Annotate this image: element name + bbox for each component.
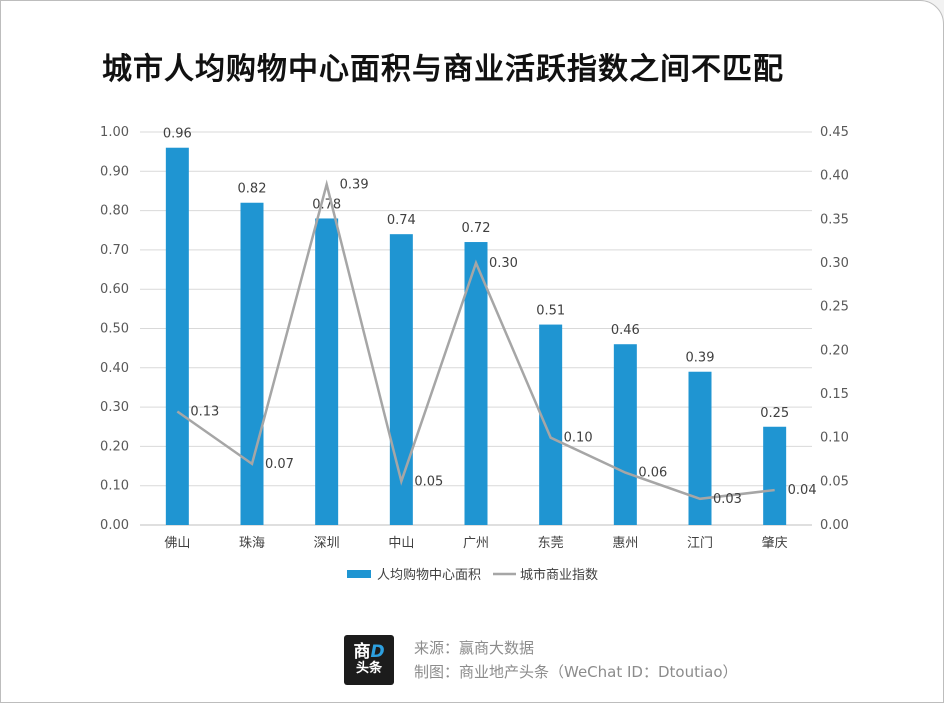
left-tick-label: 0.80 <box>100 204 129 219</box>
chart-title: 城市人均购物中心面积与商业活跃指数之间不匹配 <box>102 52 784 87</box>
left-tick-label: 0.30 <box>100 400 129 415</box>
bar-data-label: 0.46 <box>611 323 640 338</box>
logo-subtext: 头条 <box>355 661 382 677</box>
source-text: 来源：赢商大数据 <box>414 639 535 657</box>
left-tick-label: 0.40 <box>100 361 129 376</box>
footer: 商D 头条 来源：赢商大数据 制图：商业地产头条（WeChat ID：Dtout… <box>344 634 738 686</box>
legend-line-label: 城市商业指数 <box>520 567 598 583</box>
bar <box>688 371 712 525</box>
bar-data-label: 0.25 <box>760 406 789 421</box>
line-data-label: 0.30 <box>489 256 518 271</box>
credit-text: 制图：商业地产头条（WeChat ID：Dtoutiao） <box>414 663 738 681</box>
bar <box>763 426 787 525</box>
bar <box>315 218 339 525</box>
bar <box>165 147 189 525</box>
legend-bar-swatch <box>347 570 371 578</box>
left-tick-label: 0.00 <box>100 518 129 533</box>
bar <box>464 242 488 526</box>
category-label: 东莞 <box>538 536 564 551</box>
logo-char: 商 <box>353 642 371 663</box>
line-data-label: 0.04 <box>788 483 817 498</box>
bar-data-label: 0.72 <box>462 221 491 236</box>
right-tick-label: 0.40 <box>820 169 849 184</box>
right-tick-label: 0.05 <box>820 474 849 489</box>
left-tick-label: 1.00 <box>100 125 129 140</box>
category-label: 惠州 <box>612 536 638 551</box>
bar-data-label: 0.96 <box>163 127 192 142</box>
source-block: 来源：赢商大数据 制图：商业地产头条（WeChat ID：Dtoutiao） <box>414 636 738 684</box>
left-tick-label: 0.50 <box>100 322 129 337</box>
bar-data-label: 0.78 <box>312 197 341 212</box>
legend-bar-label: 人均购物中心面积 <box>377 567 481 583</box>
right-tick-label: 0.45 <box>820 125 849 140</box>
left-tick-label: 0.70 <box>100 243 129 258</box>
right-tick-label: 0.00 <box>820 518 849 533</box>
bar-data-label: 0.39 <box>686 351 715 366</box>
bar <box>389 234 413 525</box>
line-data-label: 0.10 <box>564 431 593 446</box>
category-label: 深圳 <box>314 536 340 551</box>
left-tick-label: 0.60 <box>100 282 129 297</box>
right-tick-label: 0.30 <box>820 256 849 271</box>
right-tick-label: 0.15 <box>820 387 849 402</box>
left-tick-label: 0.10 <box>100 479 129 494</box>
category-label: 珠海 <box>239 536 265 551</box>
right-tick-label: 0.10 <box>820 431 849 446</box>
line-data-label: 0.06 <box>638 466 667 481</box>
brand-logo: 商D 头条 <box>344 635 394 685</box>
category-label: 肇庆 <box>762 536 788 551</box>
bar <box>539 324 563 525</box>
line-series <box>176 179 775 501</box>
category-label: 江门 <box>687 536 713 551</box>
category-label: 中山 <box>388 536 414 551</box>
bar-data-label: 0.51 <box>536 304 565 319</box>
logo-letter: D <box>370 642 385 663</box>
left-tick-label: 0.90 <box>100 164 129 179</box>
bar-data-label: 0.82 <box>238 182 267 197</box>
category-label: 广州 <box>463 536 489 551</box>
line-data-label: 0.03 <box>713 492 742 507</box>
left-tick-label: 0.20 <box>100 439 129 454</box>
right-tick-label: 0.25 <box>820 300 849 315</box>
category-label: 佛山 <box>164 536 190 551</box>
bar <box>613 344 637 525</box>
line-data-label: 0.07 <box>265 457 294 472</box>
line-data-label: 0.05 <box>414 474 443 489</box>
line-data-label: 0.39 <box>340 177 369 192</box>
line-data-label: 0.13 <box>190 404 219 419</box>
bar-data-label: 0.74 <box>387 213 416 228</box>
bar <box>240 202 264 526</box>
right-tick-label: 0.20 <box>820 343 849 358</box>
right-tick-label: 0.35 <box>820 212 849 227</box>
